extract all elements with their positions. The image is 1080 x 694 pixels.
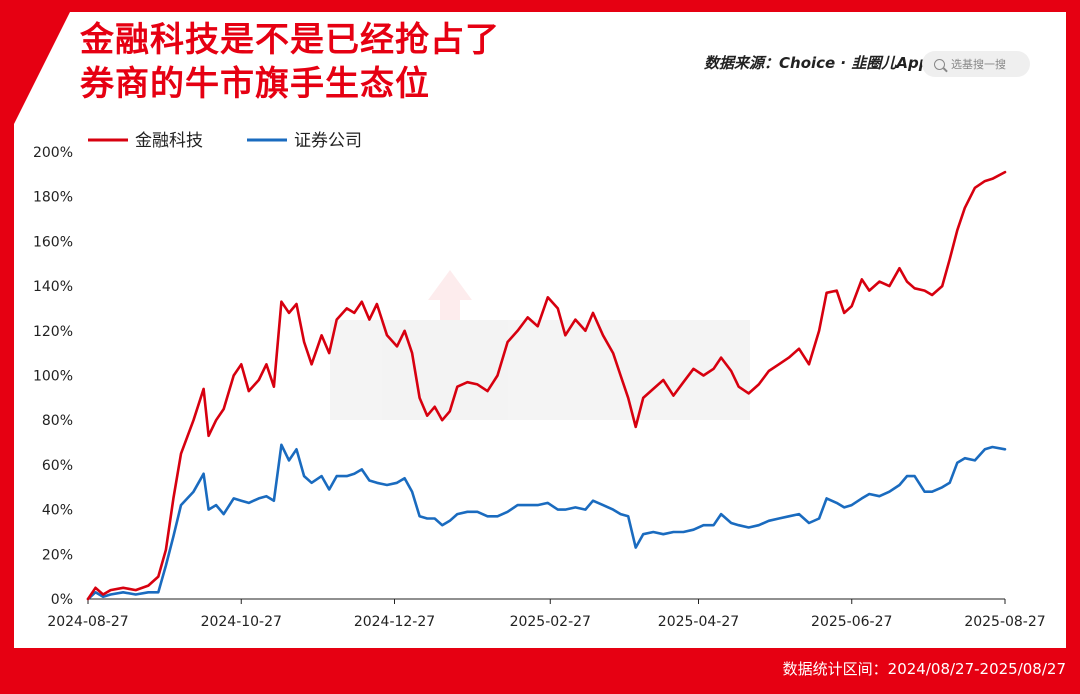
y-tick-label: 120%: [33, 324, 73, 340]
y-tick-label: 20%: [42, 547, 73, 563]
chart-legend: 金融科技 证券公司: [88, 131, 362, 151]
y-tick-label: 200%: [33, 145, 73, 161]
search-box[interactable]: 选基搜一搜: [922, 51, 1030, 77]
y-axis-ticks: 0% 20% 40% 60% 80% 100% 120% 140% 160% 180% 200%: [33, 145, 73, 608]
corner-accent: [14, 12, 70, 124]
x-tick-label: 2024-08-27: [47, 614, 128, 630]
legend-label: 金融科技: [135, 131, 203, 151]
page-title: 金融科技是不是已经抢占了 券商的牛市旗手生态位: [80, 18, 500, 106]
y-tick-label: 140%: [33, 279, 73, 295]
legend-label: 证券公司: [294, 131, 362, 151]
title-line-1: 金融科技是不是已经抢占了: [80, 20, 500, 60]
y-tick-label: 100%: [33, 369, 73, 385]
x-tick-label: 2024-12-27: [354, 614, 435, 630]
title-line-2: 券商的牛市旗手生态位: [80, 64, 430, 104]
y-tick-label: 40%: [42, 503, 73, 519]
y-tick-label: 60%: [42, 458, 73, 474]
x-tick-label: 2024-10-27: [201, 614, 282, 630]
y-tick-label: 160%: [33, 234, 73, 250]
y-tick-label: 180%: [33, 190, 73, 206]
search-icon: [934, 58, 945, 70]
series-line: [86, 170, 1007, 601]
y-tick-label: 80%: [42, 413, 73, 429]
date-range-label: 数据统计区间：2024/08/27-2025/08/27: [782, 660, 1066, 678]
x-axis-ticks: 2024-08-27 2024-10-27 2024-12-27 2025-02-27…: [47, 599, 1046, 630]
x-tick-label: 2025-02-27: [510, 614, 591, 630]
x-tick-label: 2025-08-27: [964, 614, 1045, 630]
data-source-label: 数据来源：Choice · 韭圈儿App: [704, 54, 930, 72]
x-tick-label: 2025-04-27: [658, 614, 739, 630]
chart-card: [14, 12, 1066, 648]
series-line: [86, 443, 1007, 601]
y-tick-label: 0%: [51, 592, 73, 608]
series-layer: [86, 170, 1007, 601]
search-placeholder: 选基搜一搜: [951, 58, 1006, 71]
watermark-logo: [330, 270, 750, 420]
x-tick-label: 2025-06-27: [811, 614, 892, 630]
